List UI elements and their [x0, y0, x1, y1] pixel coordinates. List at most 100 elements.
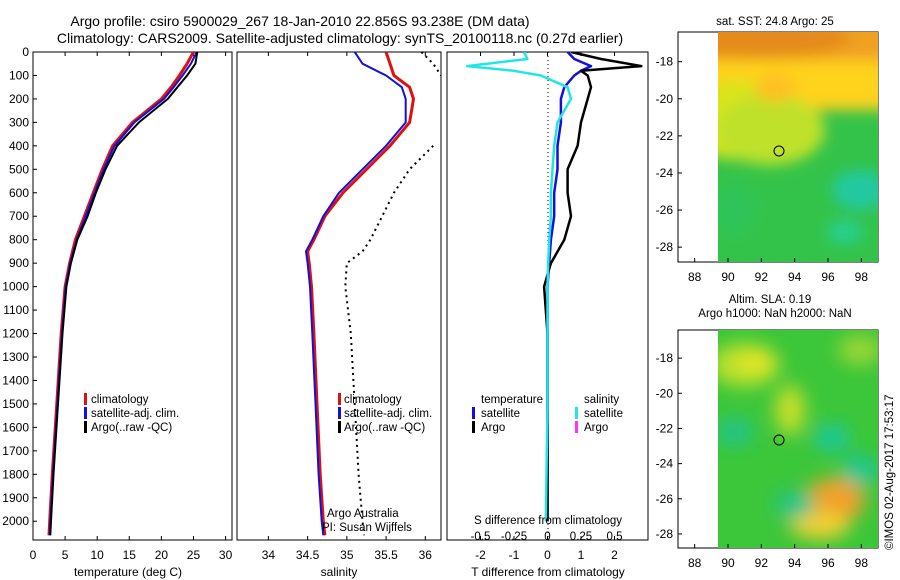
y-tick-label: 1000	[2, 280, 29, 294]
y-tick-label: 800	[9, 233, 29, 247]
legend-satellite-label: satellite-adj. clim.	[344, 408, 432, 420]
sst-field	[718, 32, 878, 262]
salinity-legend: climatology satellite-adj. clim. Argo(..…	[338, 393, 432, 434]
x-tick-label: -2	[475, 548, 486, 562]
series-line-satellite-adj-clim-	[305, 52, 407, 536]
salinity-tick-labels: 34 34.5 35 35.5 36	[262, 52, 433, 562]
y-tick-label: 700	[9, 209, 29, 223]
x-tick-label: 15	[123, 548, 137, 562]
profile-location-marker	[773, 434, 785, 446]
y-tick-label: 0	[22, 45, 29, 59]
y-tick-label: 300	[9, 115, 29, 129]
legend-satellite-swatch	[84, 407, 87, 419]
lon-tick-label: 92	[755, 270, 769, 284]
legend-climatology-label: climatology	[344, 394, 402, 406]
lat-tick-label: -22	[656, 421, 674, 435]
lon-tick-label: 92	[755, 556, 769, 570]
y-tick-label: 1500	[2, 397, 29, 411]
lat-tick-label: -26	[656, 492, 674, 506]
x-tick-label: 25	[187, 548, 201, 562]
pi-text: PI: Susan Wijffels	[322, 522, 412, 534]
sla-field	[718, 330, 878, 548]
legend-argo-label: Argo(..raw -QC)	[91, 422, 172, 434]
x-tick-label: -1	[509, 548, 520, 562]
sla-map-ticks: 88 90 92 94 96 98 -18 -20 -22 -24 -26 -28	[656, 351, 869, 570]
salinity-axes-box	[236, 51, 442, 541]
x-tick-label: 5	[62, 548, 69, 562]
y-tick-label: 500	[9, 162, 29, 176]
legend-argo-swatch	[338, 421, 341, 433]
lat-tick-label: -20	[656, 386, 674, 400]
temperature-panel: 0100200300400500600700800900100011001200…	[2, 45, 232, 579]
t-difference-tick-labels: -2 -1 0 1 2	[475, 52, 618, 562]
lon-tick-label: 88	[688, 556, 702, 570]
x2-tick-label: -0.25	[501, 531, 527, 543]
x-tick-label: 20	[155, 548, 169, 562]
x-tick-label: 35.5	[374, 548, 398, 562]
lat-tick-label: -18	[656, 55, 674, 69]
legend-t-satellite-label: satellite	[481, 408, 520, 420]
series-line-salinity-satellite	[465, 52, 573, 522]
series-line-climatology	[306, 52, 415, 536]
lon-tick-label: 96	[821, 270, 835, 284]
legend-t-satellite-swatch	[472, 407, 475, 419]
legend-satellite-label: satellite-adj. clim.	[91, 408, 179, 420]
legend-t-argo-swatch	[472, 421, 475, 433]
y-tick-label: 400	[9, 139, 29, 153]
x2-tick-label: 0	[544, 531, 550, 543]
y-tick-label: 1300	[2, 350, 29, 364]
x-tick-label: 2	[611, 548, 618, 562]
salinity-series	[305, 52, 441, 536]
header-line-1: Argo profile: csiro 5900029_267 18-Jan-2…	[70, 13, 529, 29]
t-difference-axis-label: T difference from climatology	[471, 565, 625, 579]
y-tick-label: 100	[9, 68, 29, 82]
y-tick-label: 900	[9, 256, 29, 270]
legend-argo-swatch	[84, 421, 87, 433]
legend-t-argo-label: Argo	[481, 422, 505, 434]
lat-tick-label: -28	[656, 240, 674, 254]
lat-tick-label: -18	[656, 351, 674, 365]
y-tick-label: 1700	[2, 444, 29, 458]
x-tick-label: 0	[544, 548, 551, 562]
lon-tick-label: 94	[788, 556, 802, 570]
x2-tick-label: 0.25	[570, 531, 592, 543]
profile-location-marker	[773, 145, 785, 157]
temperature-legend: climatology satellite-adj. clim. Argo(..…	[84, 393, 179, 434]
legend-s-argo-label: Argo	[584, 422, 608, 434]
x-tick-label: 34.5	[296, 548, 320, 562]
x-tick-label: 36	[419, 548, 433, 562]
lon-tick-label: 98	[855, 270, 869, 284]
x2-tick-label: 0.5	[607, 531, 623, 543]
temperature-axis-label: temperature (deg C)	[74, 565, 182, 579]
legend-climatology-label: climatology	[91, 394, 149, 406]
temperature-series	[47, 52, 199, 536]
salinity-axis-label: salinity	[321, 565, 358, 579]
y-tick-label: 2000	[2, 514, 29, 528]
legend-satellite-swatch	[338, 407, 341, 419]
x-tick-label: 0	[30, 548, 37, 562]
x-tick-label: 34	[262, 548, 276, 562]
series-line-argo-raw-qc-	[344, 52, 441, 536]
lat-tick-label: -28	[656, 527, 674, 541]
salinity-panel: 34 34.5 35 35.5 36 salinity climatology sate…	[236, 51, 442, 579]
sst-map-ticks: 88 90 92 94 96 98 -18 -20 -22 -24 -26 -28	[656, 55, 869, 284]
lon-tick-label: 98	[855, 556, 869, 570]
y-tick-label: 1900	[2, 491, 29, 505]
header-line-2: Climatology: CARS2009. Satellite-adjuste…	[57, 30, 623, 46]
legend-climatology-swatch	[84, 393, 87, 405]
difference-legend: temperature salinity satellite Argo sate…	[472, 394, 623, 434]
x2-tick-label: -0.5	[471, 531, 491, 543]
difference-panel: -2 -1 0 1 2 -0.5 -0.25 0 0.25 0.5 S difference f…	[446, 51, 649, 579]
lon-tick-label: 88	[688, 270, 702, 284]
legend-s-argo-swatch	[575, 421, 578, 433]
lat-tick-label: -22	[656, 129, 674, 143]
x-tick-label: 10	[91, 548, 105, 562]
legend-s-satellite-swatch	[575, 407, 578, 419]
sst-map-title: sat. SST: 24.8 Argo: 25	[716, 16, 834, 28]
legend-salinity-title: salinity	[584, 394, 619, 406]
lon-tick-label: 90	[721, 270, 735, 284]
sla-map-title-1: Altim. SLA: 0.19	[729, 294, 811, 306]
y-tick-label: 1400	[2, 373, 29, 387]
lat-tick-label: -24	[656, 166, 674, 180]
